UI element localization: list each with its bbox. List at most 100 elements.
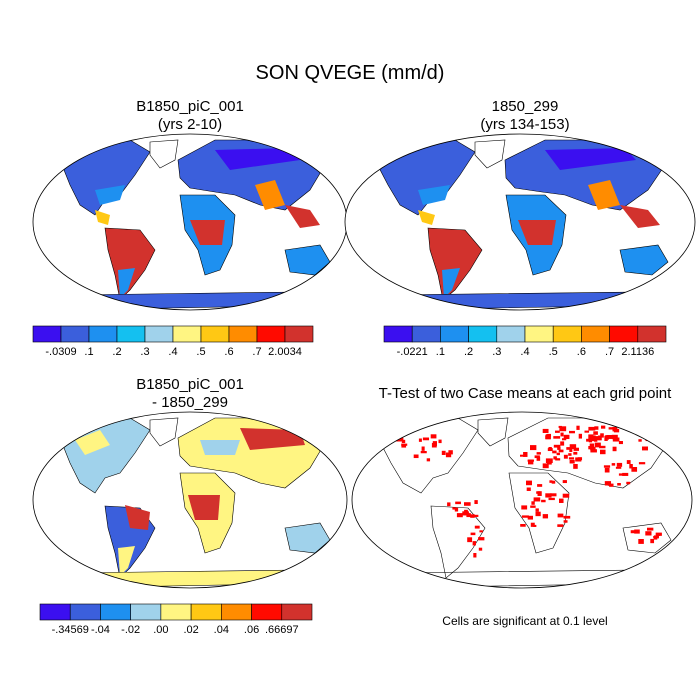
significant-cell (474, 525, 480, 529)
region-canada (75, 430, 110, 455)
continent-south-america (427, 227, 483, 301)
colorbar-swatch (190, 603, 222, 621)
significant-cell (536, 491, 541, 494)
region-us-east (418, 185, 450, 205)
significant-cell (553, 456, 557, 460)
colorbar-tick-label: .04 (214, 624, 229, 636)
colorbar-swatch (221, 603, 252, 621)
colorbar-swatch (100, 603, 131, 621)
significant-cell (452, 507, 456, 510)
significant-cell (478, 547, 483, 551)
significant-cell (562, 438, 567, 441)
significant-cell (558, 449, 564, 453)
colorbar-tick-label: -.0309 (45, 346, 76, 358)
significant-cell (441, 450, 446, 455)
significant-cell (530, 522, 535, 527)
significant-cell (418, 438, 422, 442)
colorbar-swatch (144, 325, 174, 343)
region-siberia (545, 148, 636, 170)
colorbar-swatch (116, 325, 146, 343)
colorbar-swatch (32, 325, 62, 343)
significant-cell (562, 493, 570, 498)
significant-cell (569, 459, 575, 464)
colorbar-swatch (552, 325, 582, 343)
colorbar-case2: -.0221 .1 .2 .3 .4 .5 .6 .7 2.1136 (383, 325, 667, 358)
significant-cell (601, 425, 606, 429)
colorbar-tick-label: .5 (196, 346, 205, 358)
significant-cell (653, 536, 659, 539)
significant-cell (470, 532, 476, 536)
continent-greenland (149, 139, 179, 169)
significant-cell (606, 435, 613, 439)
significant-cell (590, 446, 596, 451)
colorbar-swatch (496, 325, 526, 343)
significant-cell (615, 466, 622, 469)
significant-cell (594, 426, 599, 430)
significant-cell (456, 513, 463, 518)
significant-cell (576, 425, 580, 430)
significant-cell (533, 524, 537, 527)
significant-cell (631, 467, 638, 472)
map-border (344, 133, 696, 311)
region-maritime (620, 205, 660, 228)
continent-antarctica (374, 291, 673, 310)
panel-title-line1: 1850_299 (491, 98, 559, 115)
panel-title-line1: T-Test of two Case means at each grid po… (378, 385, 672, 402)
significant-cell (645, 433, 650, 437)
significant-cell (401, 443, 408, 446)
figure-title: SON QVEGE (mm/d) (255, 62, 445, 84)
significant-cell (447, 502, 451, 507)
significant-cell (589, 443, 595, 449)
significant-cell (467, 537, 473, 543)
significant-cell (474, 514, 479, 517)
significant-cell (642, 446, 648, 451)
colorbar-tick-label: -.34569 (52, 624, 89, 636)
colorbar-swatch (468, 325, 498, 343)
colorbar-swatch (284, 325, 314, 343)
continent-australia (284, 522, 331, 554)
colorbar-tick-label: -.02 (121, 624, 140, 636)
significant-cell (612, 446, 617, 452)
significant-cell (557, 447, 561, 450)
significant-cell (548, 497, 555, 501)
colorbar-swatch (256, 325, 286, 343)
significant-cell (523, 452, 528, 457)
significant-cell (584, 430, 590, 433)
significant-cell (588, 434, 594, 440)
significant-cells (395, 425, 662, 558)
significant-cell (563, 515, 571, 519)
significant-cell (542, 463, 549, 469)
significant-cell (530, 505, 536, 508)
colorbar-diff: -.34569 -.04 -.02 .00 .02 .04 .06 .66697 (39, 603, 313, 636)
significant-cell (563, 520, 568, 523)
significant-cell (422, 437, 430, 441)
significant-cell (634, 529, 640, 534)
colorbar-tick-label: .5 (549, 346, 558, 358)
panel-title-ttest: T-Test of two Case means at each grid po… (355, 385, 695, 403)
significant-cell (568, 453, 572, 456)
significant-cell (647, 527, 654, 531)
significant-cell (617, 483, 621, 486)
panel-title-case1: B1850_piC_001 (yrs 2-10) (35, 98, 345, 134)
panel-title-diff: B1850_piC_001 - 1850_299 (35, 376, 345, 412)
region-south-cone (118, 268, 135, 298)
significant-cell (398, 437, 404, 442)
significant-cell (631, 429, 636, 433)
significant-cell (541, 499, 546, 503)
colorbar-tick-label: .3 (492, 346, 501, 358)
significant-cell (536, 452, 541, 455)
significant-cell (604, 436, 608, 441)
continent-australia (622, 522, 672, 554)
significant-cell (454, 507, 459, 512)
significant-cell (557, 524, 564, 527)
significant-cell (590, 449, 597, 453)
continent-australia (284, 244, 331, 276)
significant-cell (545, 434, 551, 440)
colorbar-swatch (411, 325, 441, 343)
significant-cell (603, 465, 611, 468)
significant-cell (438, 439, 442, 444)
significant-cell (552, 450, 557, 454)
significant-cell (472, 541, 476, 546)
significant-cell (555, 430, 560, 433)
significant-cell (448, 450, 453, 455)
